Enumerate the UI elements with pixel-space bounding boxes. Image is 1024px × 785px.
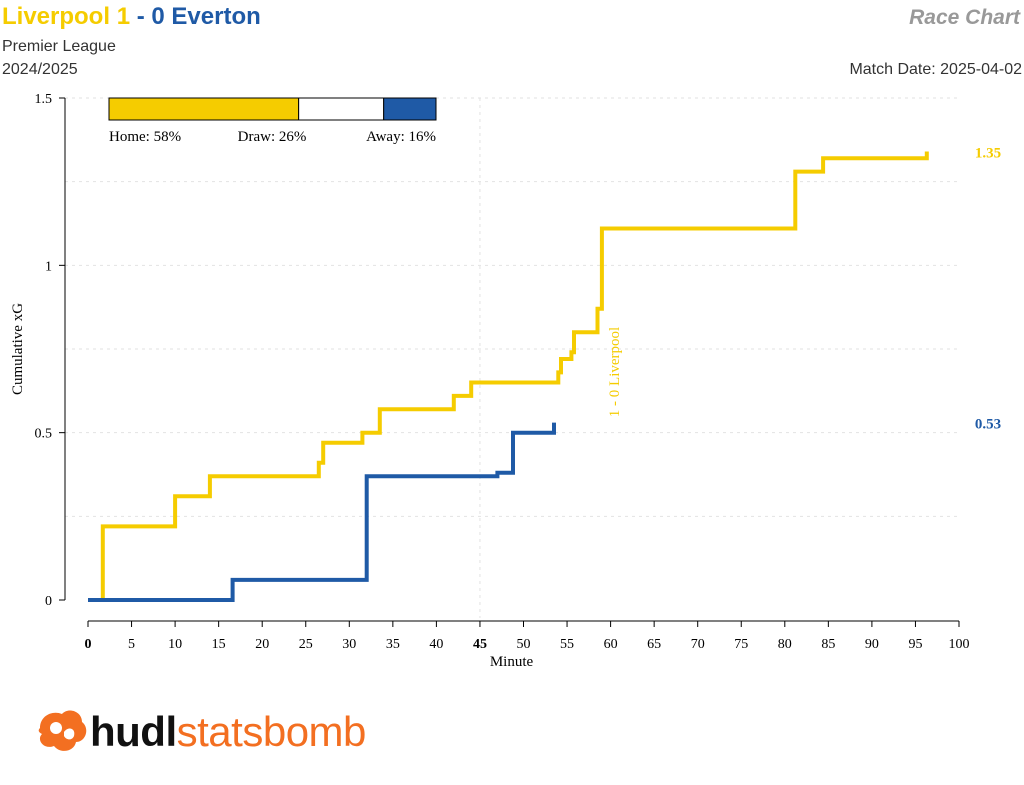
x-tick-label: 35 — [386, 637, 400, 652]
competition-name: Premier League — [2, 38, 116, 55]
probability-label-away: Away: 16% — [366, 129, 436, 145]
y-tick-label: 1 — [45, 259, 52, 274]
y-axis-label: Cumulative xG — [10, 303, 26, 395]
x-tick-label: 80 — [778, 637, 792, 652]
x-tick-label: 60 — [604, 637, 618, 652]
home-team-name: Liverpool — [2, 3, 111, 30]
probability-label-home: Home: 58% — [109, 129, 181, 145]
y-tick-label: 0 — [45, 594, 52, 609]
x-tick-label: 95 — [908, 637, 922, 652]
away-score: 0 — [151, 3, 165, 30]
x-tick-label: 90 — [865, 637, 879, 652]
match-date: Match Date: 2025-04-02 — [849, 61, 1022, 78]
x-tick-label: 10 — [168, 637, 182, 652]
logo-text-hudl: hudl — [90, 708, 177, 755]
x-axis-label: Minute — [490, 654, 534, 670]
chart-type-label: Race Chart — [909, 6, 1020, 29]
x-tick-label: 50 — [517, 637, 531, 652]
hudl-statsbomb-logo: hudl statsbomb — [34, 708, 366, 756]
final-xg-label-liverpool: 1.35 — [975, 146, 1001, 162]
series-line-liverpool — [88, 151, 929, 602]
logo-text-statsbomb: statsbomb — [176, 708, 367, 755]
race-chart: 0 0.5 1 1.5 Cumulative xG 0 5 10 15 20 25 30 35 40 45 5… — [10, 92, 1001, 670]
probability-segment-draw — [298, 97, 385, 121]
match-title: Liverpool 1 - 0 Everton — [2, 3, 261, 31]
x-tick-label: 0 — [85, 637, 92, 652]
x-tick-label: 5 — [128, 637, 135, 652]
x-tick-label: 40 — [429, 637, 443, 652]
y-tick-label: 1.5 — [35, 92, 53, 107]
x-tick-label: 85 — [821, 637, 835, 652]
series-line-everton — [88, 422, 556, 602]
season-label: 2024/2025 — [2, 61, 78, 78]
probability-segment-home — [108, 97, 300, 121]
x-tick-label: 25 — [299, 637, 313, 652]
x-tick-label: 70 — [691, 637, 705, 652]
probability-segment-away — [383, 97, 437, 121]
statsbomb-mark-icon — [38, 710, 87, 751]
x-tick-label: 55 — [560, 637, 574, 652]
x-tick-label: 45 — [473, 637, 487, 652]
x-tick-label: 65 — [647, 637, 661, 652]
x-tick-label: 20 — [255, 637, 269, 652]
probability-label-draw: Draw: 26% — [238, 129, 307, 145]
home-score: 1 — [116, 3, 131, 30]
x-tick-label: 100 — [949, 637, 970, 652]
x-tick-label: 30 — [342, 637, 356, 652]
final-xg-label-everton: 0.53 — [975, 417, 1001, 433]
y-tick-label: 0.5 — [35, 427, 53, 442]
x-tick-label: 15 — [212, 637, 226, 652]
away-team-name: Everton — [171, 3, 261, 30]
goal-annotation: 1 - 0 Liverpool — [607, 327, 623, 417]
x-tick-label: 75 — [734, 637, 748, 652]
score-separator: - — [136, 3, 145, 30]
